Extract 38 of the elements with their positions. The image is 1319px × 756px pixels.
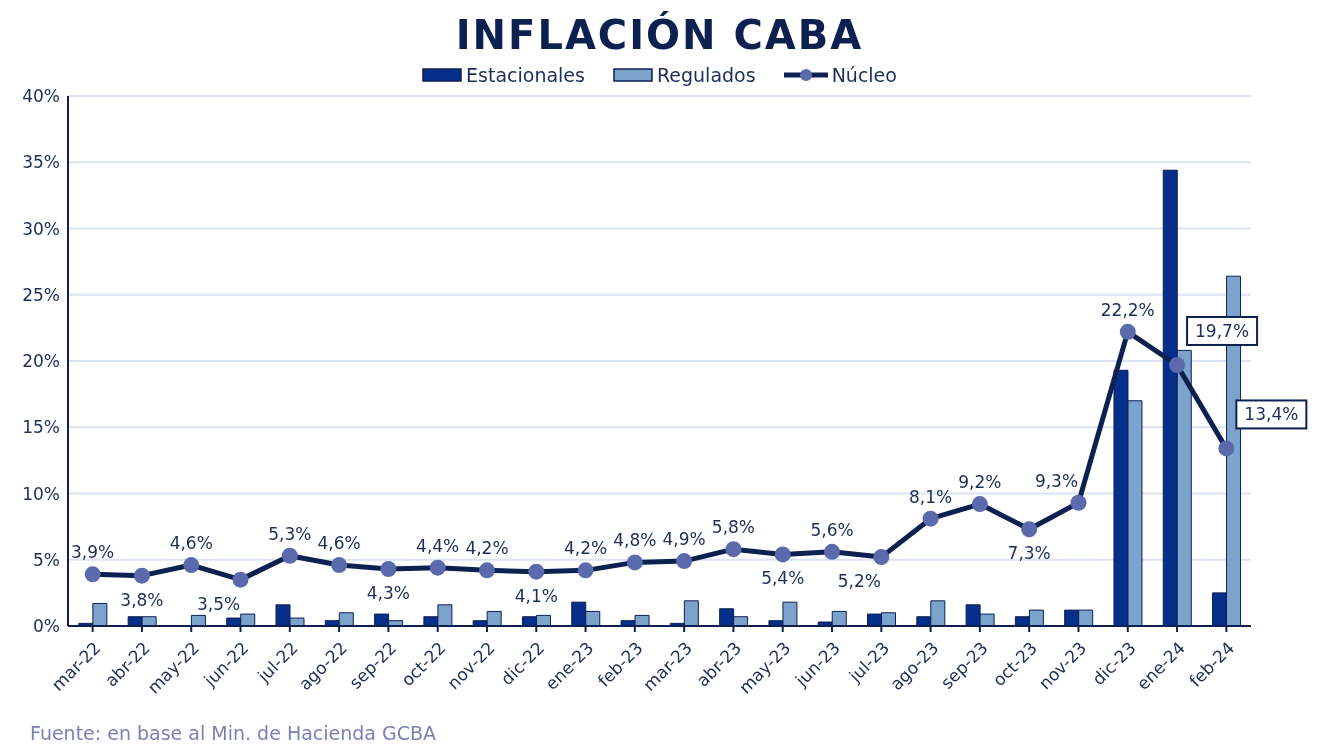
data-label: 5,2% xyxy=(837,571,881,592)
y-tick-label: 15% xyxy=(22,417,60,438)
data-label: 8,1% xyxy=(909,486,953,507)
data-label: 4,6% xyxy=(169,533,213,554)
legend-label: Regulados xyxy=(655,64,756,86)
chart-title: INFLACIÓN CABA xyxy=(454,10,865,58)
data-label: 4,2% xyxy=(563,538,608,559)
data-label: 4,1% xyxy=(514,585,558,606)
y-tick-label: 20% xyxy=(22,351,60,372)
data-label: 3,8% xyxy=(120,589,164,610)
data-label: 22,2% xyxy=(1100,299,1155,320)
data-label: 4,4% xyxy=(416,535,460,556)
legend-label: Núcleo xyxy=(830,64,897,86)
data-label: 19,7% xyxy=(1195,320,1250,341)
y-tick-label: 0% xyxy=(33,616,60,637)
y-tick-label: 40% xyxy=(22,86,60,107)
data-label: 5,6% xyxy=(810,519,854,540)
y-tick-label: 30% xyxy=(22,218,60,239)
y-tick-label: 25% xyxy=(22,284,60,305)
y-tick-label: 35% xyxy=(22,152,60,173)
data-label: 3,5% xyxy=(196,593,241,614)
data-label: 4,3% xyxy=(366,583,410,604)
data-label: 3,9% xyxy=(71,542,115,563)
data-label: 9,2% xyxy=(958,472,1002,493)
y-tick-label: 10% xyxy=(22,483,60,504)
data-label: 5,3% xyxy=(268,523,312,544)
data-label: 5,4% xyxy=(761,568,805,589)
y-tick-label: 5% xyxy=(33,549,60,570)
legend-label: Estacionales xyxy=(465,64,585,86)
data-label: 4,8% xyxy=(613,530,657,551)
data-label: 7,3% xyxy=(1007,543,1051,564)
source-note: Fuente: en base al Min. de Hacienda GCBA xyxy=(30,722,437,744)
data-label: 4,6% xyxy=(317,533,361,554)
data-label: 4,2% xyxy=(465,538,509,559)
data-label: 4,9% xyxy=(662,529,706,550)
data-label: 13,4% xyxy=(1244,404,1299,425)
data-label: 5,8% xyxy=(711,517,756,538)
data-label: 9,3% xyxy=(1034,470,1079,491)
